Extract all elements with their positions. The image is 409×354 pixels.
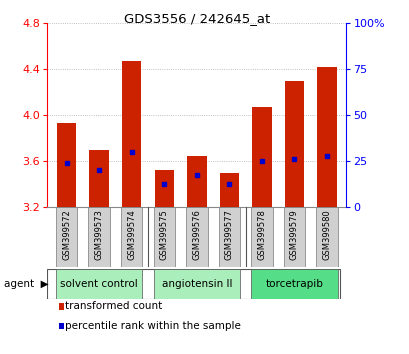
Text: GSM399580: GSM399580 xyxy=(321,209,330,259)
Text: solvent control: solvent control xyxy=(60,279,138,289)
Bar xyxy=(218,207,240,267)
Bar xyxy=(284,81,303,207)
Text: transformed count: transformed count xyxy=(65,301,162,312)
Bar xyxy=(283,207,304,267)
Bar xyxy=(56,207,77,267)
Bar xyxy=(187,156,206,207)
Bar xyxy=(317,67,336,207)
Bar xyxy=(122,61,141,207)
Text: GSM399579: GSM399579 xyxy=(289,209,298,259)
Bar xyxy=(251,207,272,267)
Bar xyxy=(56,269,142,299)
Bar xyxy=(121,207,142,267)
Text: torcetrapib: torcetrapib xyxy=(265,279,323,289)
Bar xyxy=(154,170,173,207)
Bar xyxy=(153,207,175,267)
Bar xyxy=(315,207,337,267)
Text: GSM399576: GSM399576 xyxy=(192,209,201,260)
Bar xyxy=(186,207,207,267)
Bar xyxy=(88,207,110,267)
Text: angiotensin II: angiotensin II xyxy=(161,279,231,289)
Bar xyxy=(251,269,337,299)
Text: GSM399577: GSM399577 xyxy=(224,209,233,260)
Bar xyxy=(219,173,238,207)
Bar xyxy=(57,123,76,207)
Bar xyxy=(153,269,240,299)
Text: GSM399575: GSM399575 xyxy=(160,209,169,259)
Text: GSM399572: GSM399572 xyxy=(62,209,71,259)
Bar xyxy=(252,107,271,207)
Bar xyxy=(89,149,109,207)
Text: GSM399578: GSM399578 xyxy=(257,209,266,260)
Text: agent  ▶: agent ▶ xyxy=(4,279,49,289)
Text: GSM399574: GSM399574 xyxy=(127,209,136,259)
Text: GSM399573: GSM399573 xyxy=(94,209,103,260)
Text: GDS3556 / 242645_at: GDS3556 / 242645_at xyxy=(124,12,269,25)
Text: percentile rank within the sample: percentile rank within the sample xyxy=(65,321,240,331)
